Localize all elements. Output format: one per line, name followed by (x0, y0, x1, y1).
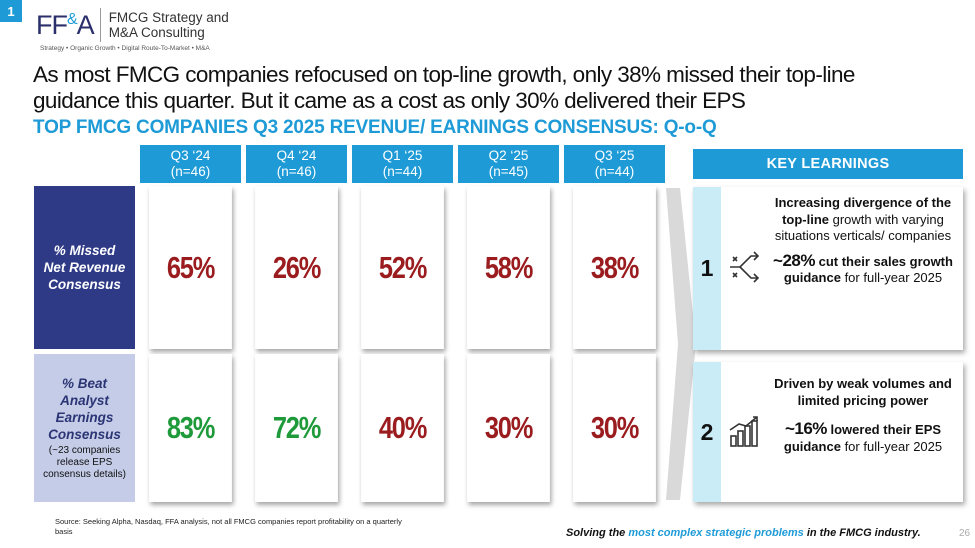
column-header-q3-25: Q3 ‘25 (n=44) (564, 145, 665, 183)
source-note: Source: Seeking Alpha, Nasdaq, FFA analy… (55, 517, 402, 536)
key-learning-text: Driven by weak volumes and limited prici… (774, 376, 952, 454)
value-cell-beat-q3-25: 30% (573, 354, 656, 502)
footer-tagline: Solving the most complex strategic probl… (566, 527, 921, 539)
slide-headline: As most FMCG companies refocused on top-… (33, 62, 855, 113)
key-learning-text: Increasing divergence of the top-line gr… (773, 195, 953, 285)
logo-company-name: FMCG Strategy and M&A Consulting (108, 10, 229, 40)
key-learning-number: 2 (693, 362, 721, 502)
key-learning-number: 1 (693, 187, 721, 350)
bar-chart-icon (729, 416, 758, 447)
company-logo: FF&A FMCG Strategy and M&A Consulting (36, 8, 229, 42)
diverging-arrows-icon (730, 251, 760, 283)
row-label-beat-earnings: % Beat Analyst Earnings Consensus (~23 c… (34, 354, 135, 502)
key-learning-stat: ~28% (773, 250, 815, 270)
chevron-arrow-icon (666, 188, 696, 500)
value-cell-beat-q2-25: 30% (467, 354, 550, 502)
column-header-q4-24: Q4 ‘24 (n=46) (246, 145, 347, 183)
key-learning-1: 1 Increasing divergence of the top-line … (693, 187, 963, 350)
slide-number-badge: 1 (0, 0, 22, 22)
value-cell-missed-q2-25: 58% (467, 186, 550, 349)
key-learning-2: 2 Driven by weak volumes and limited pri… (693, 362, 963, 502)
value-cell-missed-q1-25: 52% (361, 186, 444, 349)
row-label-missed-revenue: % Missed Net Revenue Consensus (34, 186, 135, 349)
value-cell-missed-q3-24: 65% (149, 186, 232, 349)
column-header-q1-25: Q1 ‘25 (n=44) (352, 145, 453, 183)
logo-tagline: Strategy • Organic Growth • Digital Rout… (40, 45, 210, 52)
column-header-q2-25: Q2 ‘25 (n=45) (458, 145, 559, 183)
slide-subheadline: TOP FMCG COMPANIES Q3 2025 REVENUE/ EARN… (33, 117, 717, 138)
value-cell-beat-q4-24: 72% (255, 354, 338, 502)
logo-mark: FF&A (36, 9, 95, 40)
value-cell-missed-q3-25: 38% (573, 186, 656, 349)
key-learnings-header: KEY LEARNINGS (693, 149, 963, 179)
value-cell-beat-q1-25: 40% (361, 354, 444, 502)
key-learning-stat: ~16% (784, 419, 827, 438)
logo-divider (99, 8, 101, 42)
value-cell-beat-q3-24: 83% (149, 354, 232, 502)
footer-page-number: 26 (959, 528, 971, 539)
column-header-q3-24: Q3 ‘24 (n=46) (140, 145, 241, 183)
value-cell-missed-q4-24: 26% (255, 186, 338, 349)
